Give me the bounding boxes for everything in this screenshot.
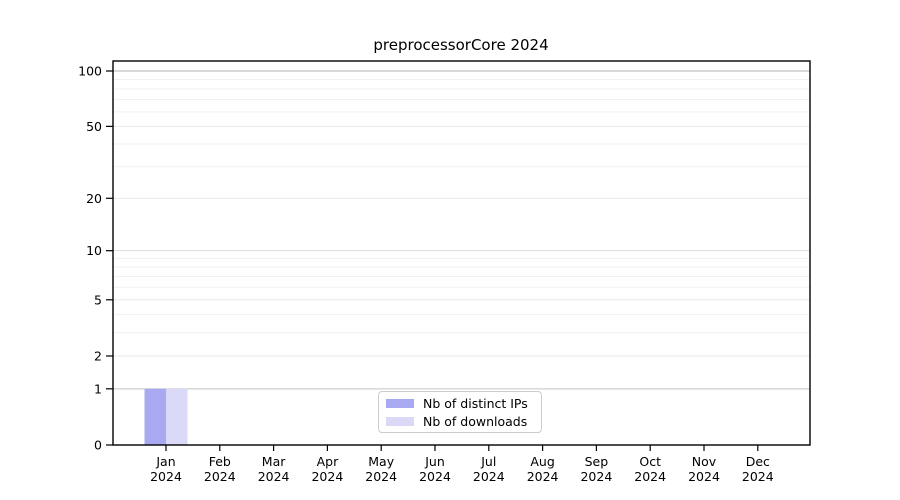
x-tick-label: Sep 2024 <box>580 454 612 484</box>
y-tick-label: 5 <box>94 292 102 307</box>
x-tick-label: Oct 2024 <box>634 454 666 484</box>
legend-swatch-downloads-icon <box>386 416 414 426</box>
y-tick-label: 10 <box>86 243 102 258</box>
x-tick-label: Jun 2024 <box>419 454 451 484</box>
x-tick-label: Jul 2024 <box>473 454 505 484</box>
y-tick-label: 1 <box>94 381 102 396</box>
legend: Nb of distinct IPs Nb of downloads <box>378 391 542 433</box>
plot-border <box>112 60 811 446</box>
legend-label-downloads: Nb of downloads <box>423 413 528 429</box>
y-tick-label: 50 <box>86 119 102 134</box>
x-tick-label: May 2024 <box>365 454 397 484</box>
y-tick-label: 20 <box>86 191 102 206</box>
legend-item-downloads: Nb of downloads <box>386 414 534 429</box>
x-tick-label: Nov 2024 <box>688 454 720 484</box>
chart-title: preprocessorCore 2024 <box>373 36 549 54</box>
bar-distinct-ips <box>144 388 166 445</box>
x-tick-label: Apr 2024 <box>311 454 343 484</box>
y-tick-label: 2 <box>94 348 102 363</box>
x-tick-label: Dec 2024 <box>742 454 774 484</box>
legend-item-distinct-ips: Nb of distinct IPs <box>386 396 534 411</box>
x-tick-label: Feb 2024 <box>204 454 236 484</box>
legend-swatch-distinct-ips-icon <box>386 398 414 408</box>
x-tick-label: Mar 2024 <box>258 454 290 484</box>
y-tick-label: 0 <box>94 438 102 453</box>
bar-downloads <box>166 388 188 445</box>
x-tick-label: Aug 2024 <box>527 454 559 484</box>
legend-label-distinct-ips: Nb of distinct IPs <box>423 395 528 411</box>
x-tick-label: Jan 2024 <box>150 454 182 484</box>
y-tick-label: 100 <box>78 64 102 79</box>
